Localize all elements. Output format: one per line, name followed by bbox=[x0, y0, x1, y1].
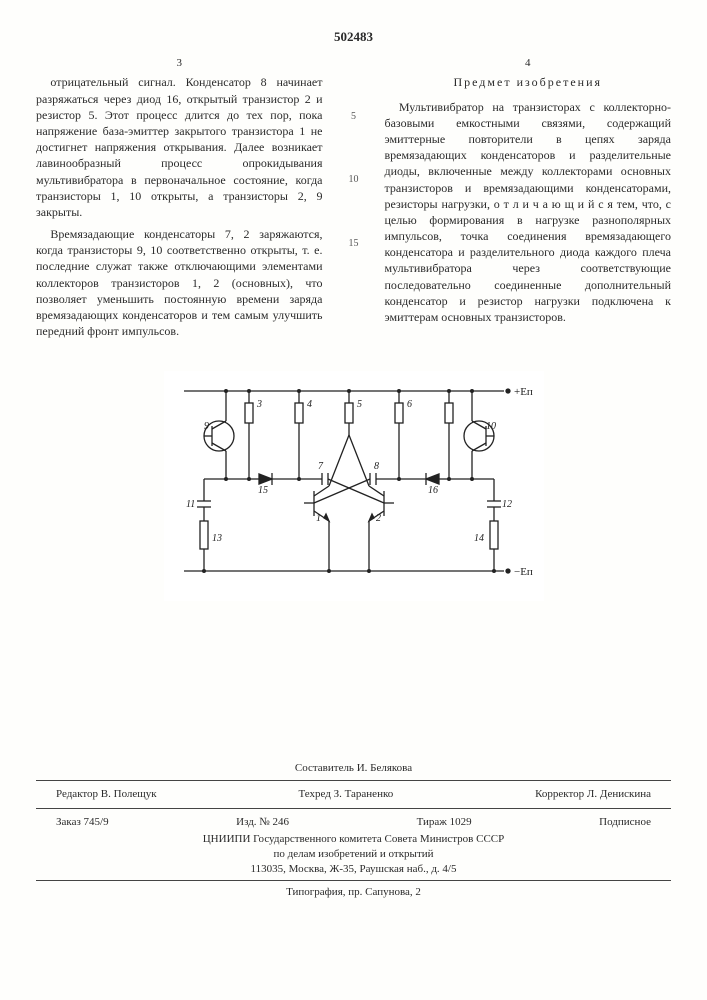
linemark: 15 bbox=[349, 237, 359, 251]
svg-text:3: 3 bbox=[256, 399, 262, 410]
cap-12 bbox=[472, 479, 501, 521]
circuit-diagram: +Eп −Eп bbox=[164, 371, 544, 601]
rail-bot-label: −Eп bbox=[514, 566, 533, 578]
two-column-text: 3 отрицательный сигнал. Конденсатор 8 на… bbox=[36, 56, 671, 346]
res-13 bbox=[200, 521, 208, 571]
cap-8 bbox=[314, 435, 399, 503]
svg-text:2: 2 bbox=[376, 513, 381, 524]
linemark: 5 bbox=[351, 110, 356, 124]
techred: Техред З. Тараненко bbox=[298, 787, 393, 802]
svg-text:16: 16 bbox=[428, 485, 438, 496]
corrector: Корректор Л. Денискина bbox=[535, 787, 651, 802]
tirage: Тираж 1029 bbox=[417, 815, 472, 830]
right-column: 4 Предмет изобретения Мультивибратор на … bbox=[385, 56, 672, 346]
svg-text:7: 7 bbox=[318, 461, 324, 472]
rail-top-label: +Eп bbox=[514, 386, 533, 398]
transistor-2 bbox=[369, 486, 394, 521]
svg-text:13: 13 bbox=[212, 533, 222, 544]
svg-text:8: 8 bbox=[374, 461, 379, 472]
resistor-group bbox=[245, 391, 453, 435]
editor: Редактор В. Полещук bbox=[56, 787, 157, 802]
compiler: Составитель И. Белякова bbox=[36, 761, 671, 776]
order: Заказ 745/9 bbox=[56, 815, 109, 830]
left-para-1: отрицательный сигнал. Конденсатор 8 начи… bbox=[36, 74, 323, 220]
diode-15 bbox=[226, 435, 299, 485]
svg-text:6: 6 bbox=[407, 399, 412, 410]
svg-text:10: 10 bbox=[486, 421, 496, 432]
addr: 113035, Москва, Ж-35, Раушская наб., д. … bbox=[36, 862, 671, 877]
izd: Изд. № 246 bbox=[236, 815, 289, 830]
cap-11 bbox=[197, 479, 226, 521]
left-col-page: 3 bbox=[36, 56, 323, 71]
svg-text:15: 15 bbox=[258, 485, 268, 496]
svg-text:1: 1 bbox=[316, 513, 321, 524]
right-para-1: Мультивибратор на транзисторах с коллект… bbox=[385, 99, 672, 326]
svg-text:14: 14 bbox=[474, 533, 484, 544]
svg-text:4: 4 bbox=[307, 399, 312, 410]
svg-text:9: 9 bbox=[204, 421, 209, 432]
linemark: 10 bbox=[349, 173, 359, 187]
diode-16 bbox=[399, 435, 472, 485]
cap-7 bbox=[299, 435, 384, 503]
left-column: 3 отрицательный сигнал. Конденсатор 8 на… bbox=[36, 56, 323, 346]
left-para-2: Времязадающие конденсаторы 7, 2 заряжают… bbox=[36, 226, 323, 339]
right-col-page: 4 bbox=[385, 56, 672, 71]
org2: по делам изобретений и открытий bbox=[36, 847, 671, 862]
line-number-marks: 5 10 15 bbox=[347, 56, 361, 346]
svg-text:11: 11 bbox=[186, 499, 195, 510]
subject-title: Предмет изобретения bbox=[385, 74, 672, 90]
footer-block: Составитель И. Белякова Редактор В. Поле… bbox=[36, 761, 671, 900]
document-number: 502483 bbox=[36, 28, 671, 46]
svg-text:5: 5 bbox=[357, 399, 362, 410]
org1: ЦНИИПИ Государственного комитета Совета … bbox=[36, 832, 671, 847]
svg-text:12: 12 bbox=[502, 499, 512, 510]
res-14 bbox=[490, 521, 498, 571]
sign: Подписное bbox=[599, 815, 651, 830]
typ: Типография, пр. Сапунова, 2 bbox=[36, 885, 671, 900]
